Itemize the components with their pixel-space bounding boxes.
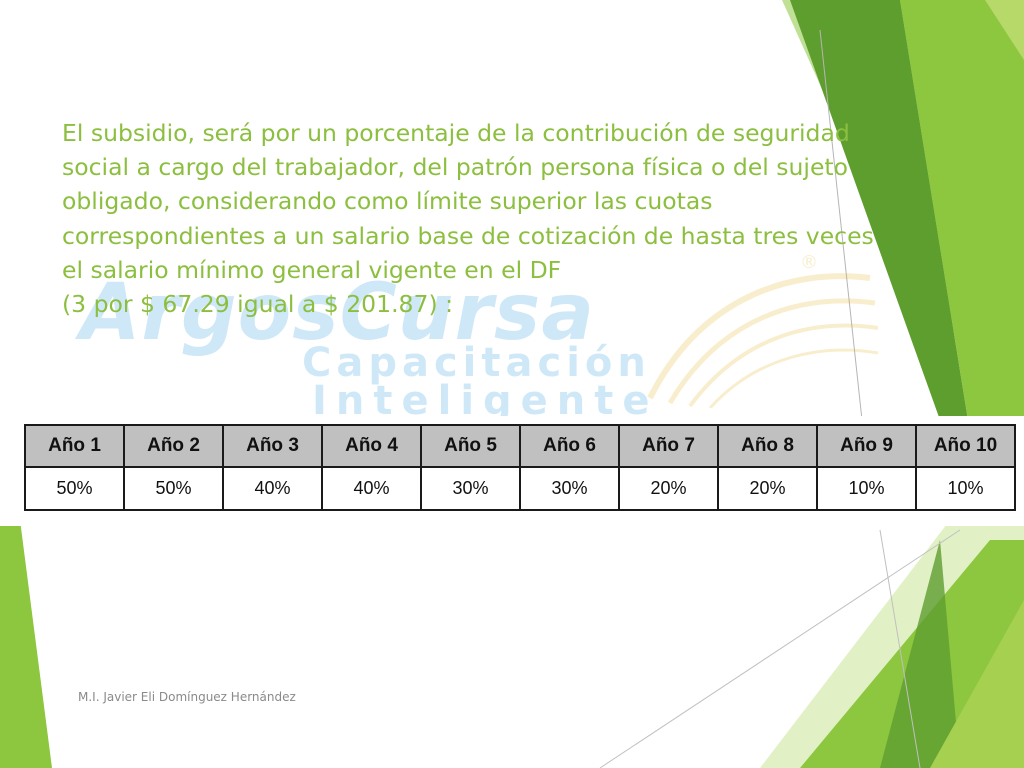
footer-author: M.I. Javier Eli Domínguez Hernández	[78, 690, 296, 704]
body-line: (3 por $ 67.29 igual a $ 201.87) :	[62, 290, 453, 319]
thin-line-1	[819, 29, 863, 421]
table-cell: 50%	[24, 466, 125, 511]
table-header-cell: Año 10	[915, 424, 1016, 468]
table-header-cell: Año 9	[816, 424, 917, 468]
top-right-bright	[900, 0, 1024, 420]
table-header-cell: Año 1	[24, 424, 125, 468]
table-cell: 40%	[222, 466, 323, 511]
table-cell: 20%	[717, 466, 818, 511]
table-cell: 40%	[321, 466, 422, 511]
body-line: social a cargo del trabajador, del patró…	[62, 153, 848, 182]
table-header-cell: Año 5	[420, 424, 521, 468]
table-cell: 10%	[816, 466, 917, 511]
watermark-tagline-1: Capacitación	[302, 340, 651, 386]
top-dark-wedge	[790, 0, 968, 420]
table-cell: 20%	[618, 466, 719, 511]
watermark-registered-mark: ®	[800, 252, 818, 273]
bottom-dark-wedge	[880, 540, 960, 768]
body-line: El subsidio, será por un porcentaje de l…	[62, 119, 850, 147]
subsidy-table: Año 1 Año 2 Año 3 Año 4 Año 5 Año 6 Año …	[24, 424, 1016, 511]
watermark-word: ArgosCursa	[80, 268, 595, 358]
table-header-cell: Año 7	[618, 424, 719, 468]
table-cell: 10%	[915, 466, 1016, 511]
table-panel: Año 1 Año 2 Año 3 Año 4 Año 5 Año 6 Año …	[0, 416, 1024, 526]
table-cell: 30%	[519, 466, 620, 511]
swirl-icon	[647, 273, 879, 408]
body-paragraph: El subsidio, será por un porcentaje de l…	[62, 116, 952, 321]
table-header-cell: Año 8	[717, 424, 818, 468]
table-header-row: Año 1 Año 2 Año 3 Año 4 Año 5 Año 6 Año …	[24, 424, 1016, 468]
table-cell: 50%	[123, 466, 224, 511]
table-header-cell: Año 4	[321, 424, 422, 468]
table-cell: 30%	[420, 466, 521, 511]
table-header-cell: Año 3	[222, 424, 323, 468]
watermark-logo: ArgosCursa ® Capacitación Inteligente	[80, 252, 879, 424]
body-line: obligado, considerando como límite super…	[62, 187, 713, 216]
top-right-sliver	[985, 0, 1024, 60]
table-row: 50% 50% 40% 40% 30% 30% 20% 20% 10% 10%	[24, 466, 1016, 511]
body-line: correspondientes a un salario base de co…	[62, 221, 874, 250]
table-header-cell: Año 2	[123, 424, 224, 468]
body-line: el salario mínimo general vigente en el …	[62, 255, 562, 284]
thin-line-3	[879, 529, 921, 768]
bottom-right-bright	[930, 600, 1024, 768]
table-header-cell: Año 6	[519, 424, 620, 468]
thin-line-2	[599, 529, 961, 768]
